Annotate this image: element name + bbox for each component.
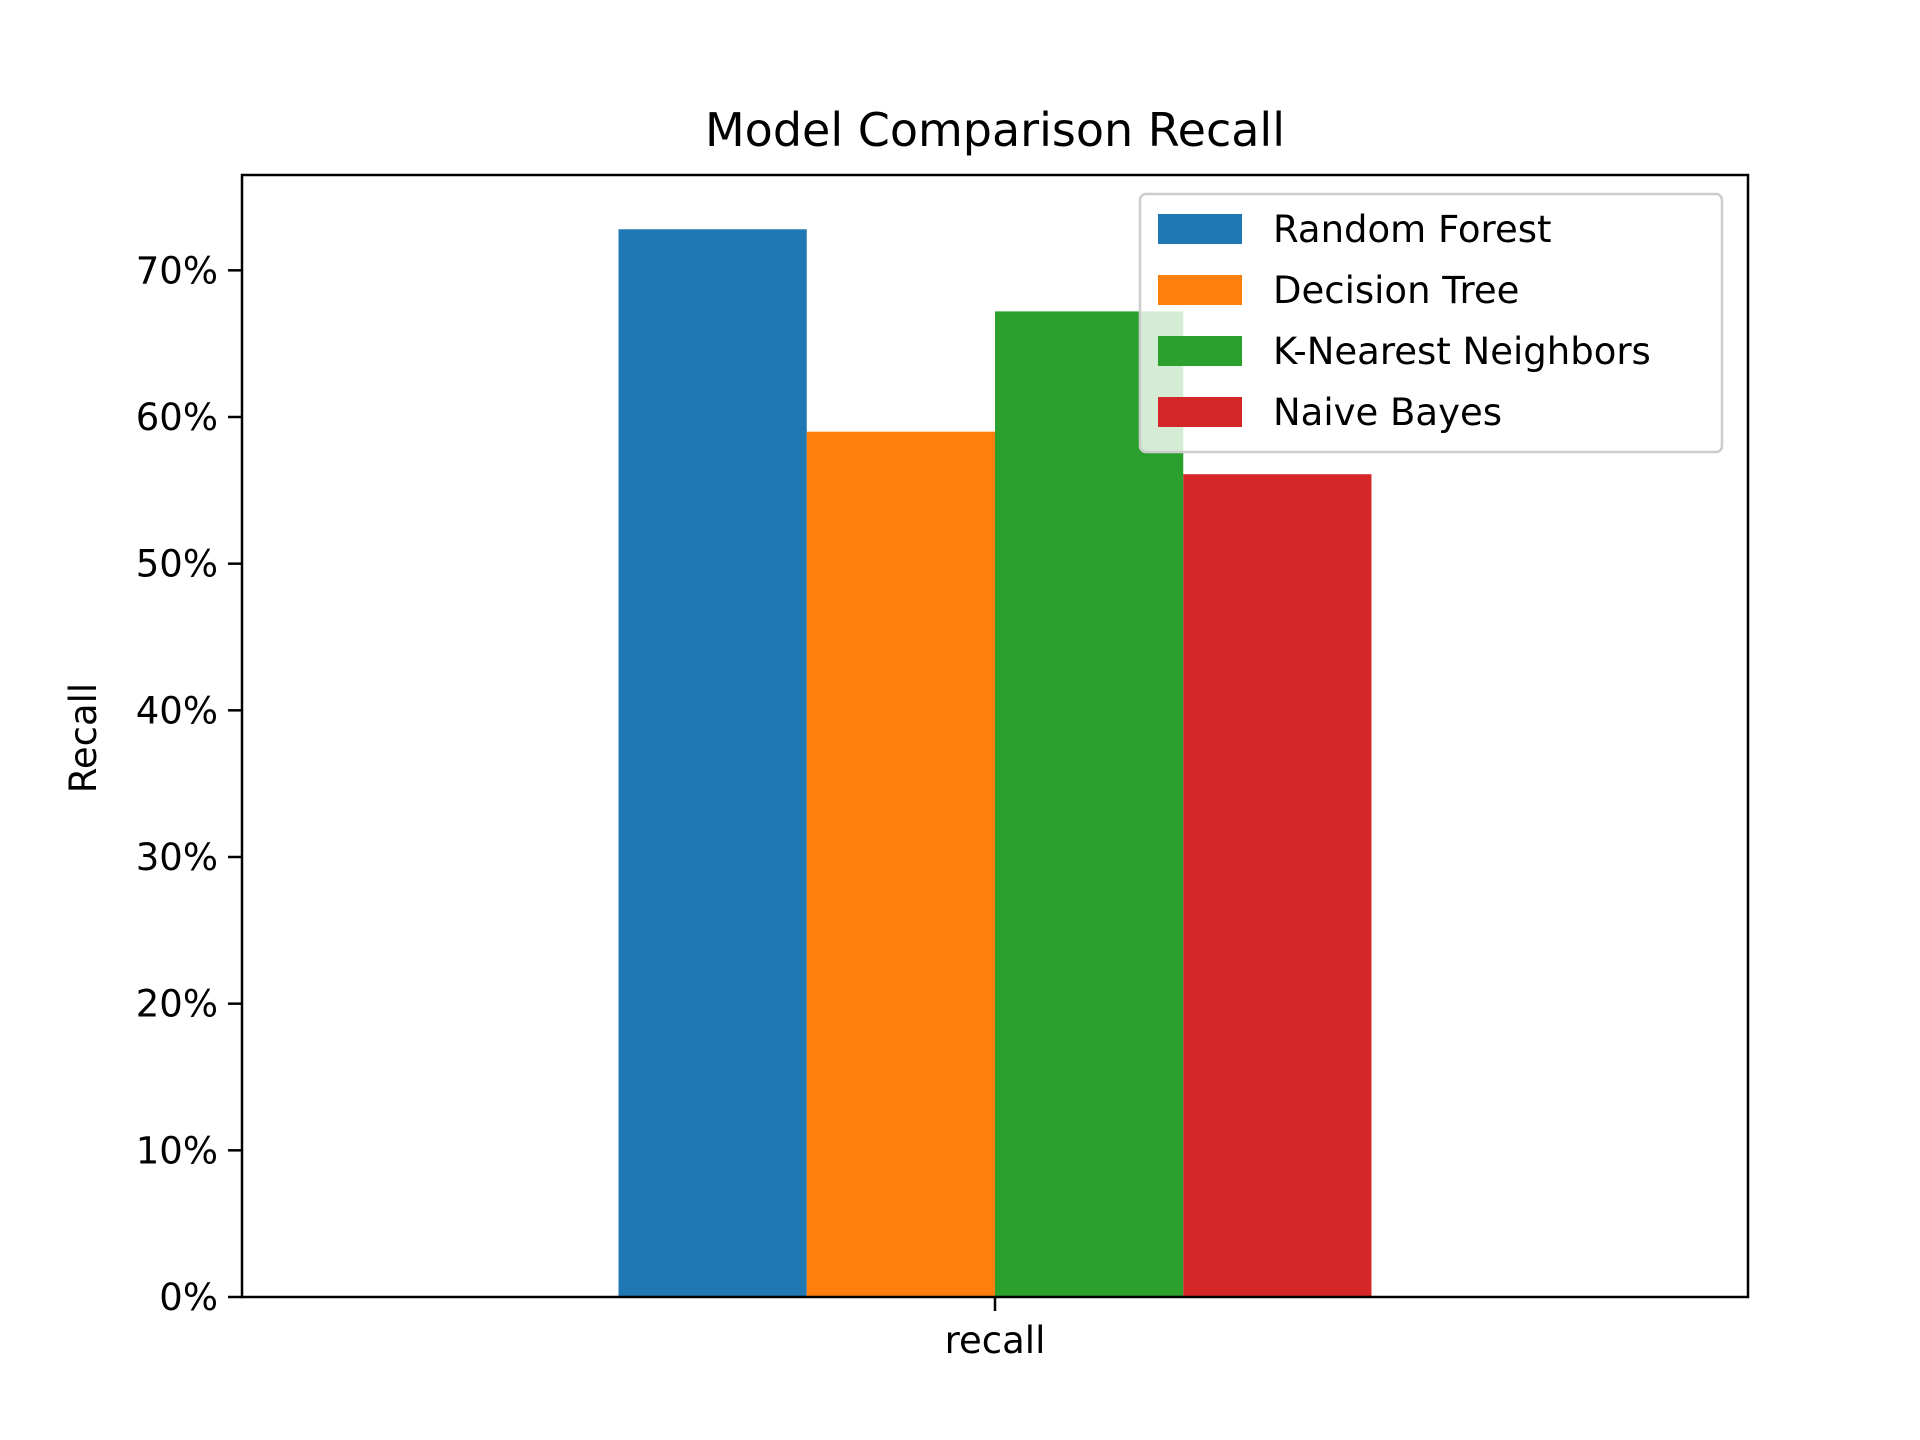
legend-frame [1138,192,1724,454]
legend-swatch-naive-bayes [1158,397,1242,427]
y-tick-label: 0% [159,1276,218,1319]
y-tick-label: 40% [136,689,218,732]
y-tick-label: 10% [136,1129,218,1172]
y-tick-label: 50% [136,543,218,586]
y-tick-label: 70% [136,249,218,292]
y-tick-label: 20% [136,983,218,1026]
legend-label-decision-tree: Decision Tree [1273,269,1519,312]
x-tick-label: recall [945,1319,1046,1362]
bar-k-nearest-neighbors [995,311,1184,1297]
y-tick-label: 60% [136,396,218,439]
x-axis-ticks: recall [945,1297,1046,1362]
plot-frame [240,173,1750,1299]
legend-swatch-random-forest [1158,214,1242,244]
bar-decision-tree [806,431,995,1297]
y-tick-label: 30% [136,836,218,879]
y-axis-ticks: 0% 10% 20% 30% 40% 50% 60% 70% [136,249,242,1319]
bar-naive-bayes [1183,474,1372,1297]
legend: Random Forest Decision Tree K-Nearest Neig… [1138,192,1724,454]
legend-label-naive-bayes: Naive Bayes [1273,391,1502,434]
bars-layer [618,229,1372,1297]
y-axis-label: Recall [62,683,105,793]
chart-title: Model Comparison Recall [705,103,1285,157]
legend-label-random-forest: Random Forest [1273,208,1552,251]
legend-swatch-k-nearest-neighbors [1158,336,1242,366]
legend-swatch-decision-tree [1158,275,1242,305]
bar-random-forest [618,229,807,1297]
legend-label-k-nearest-neighbors: K-Nearest Neighbors [1273,330,1651,373]
